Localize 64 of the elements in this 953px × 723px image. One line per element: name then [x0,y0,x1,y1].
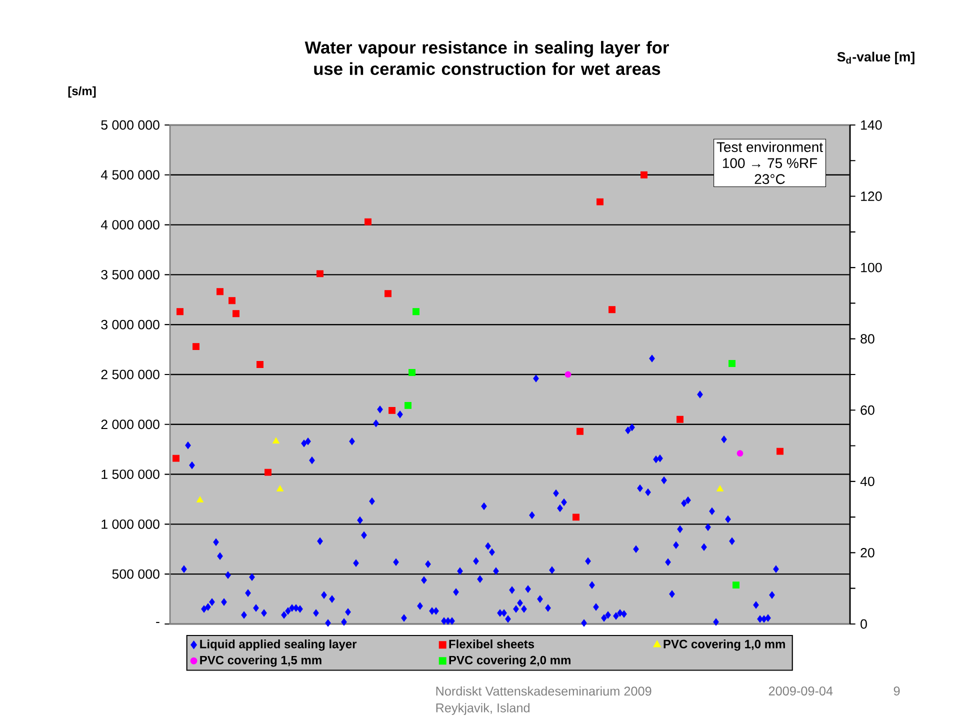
y-tick-label: 1 500 000 [102,470,160,480]
legend-label: PVC covering 2,0 mm [449,656,570,667]
y2-tick-label: 40 [860,476,874,486]
point [676,416,684,423]
point [228,297,236,304]
y2-tick-label: 80 [860,334,874,344]
point [256,361,264,368]
point [176,308,184,316]
point [388,406,396,414]
point [572,514,580,521]
y2-tick-label: 20 [860,548,874,558]
point [192,343,200,350]
point [408,369,416,376]
text: 9 [894,686,900,696]
point [608,306,616,314]
point [272,437,280,444]
y-axis-title: [s/m] [68,86,96,98]
text: 2009-09-04 [768,686,833,696]
point [716,485,724,492]
point [736,450,744,457]
y-tick-label: 500 000 [112,569,160,579]
y-tick-label: 4 500 000 [100,170,160,180]
point [196,496,204,502]
y-tick-label: 2 000 000 [101,420,160,430]
y2-tick-label: 120 [861,192,882,201]
point [232,310,240,318]
point [276,485,284,492]
y2-tick-label: 140 [861,120,882,130]
point [564,371,572,378]
annotation: 23°C [754,174,785,184]
point [412,308,420,316]
annotation: 100 → 75 %RF [722,158,818,168]
legend-label: PVC covering 1,5 mm [200,656,322,667]
y2-tick-label: 60 [860,405,874,415]
point [172,454,180,462]
point [640,171,648,178]
y2-tick-label: 0 [860,619,867,629]
point [728,360,736,367]
point [596,198,604,206]
text: Reykjavik, Island [436,703,530,715]
y-tick-label: 3 000 000 [101,320,160,330]
legend-label: Liquid applied sealing layer [200,639,357,651]
point [216,288,224,296]
y2-axis-title: S$_{d}$-value [m] [837,52,914,64]
y-tick-label: 3 500 000 [101,270,160,280]
legend-label: Flexibel sheets [449,639,534,648]
y-tick-label: 2 500 000 [101,370,160,380]
y-tick-label: 4 000 000 [100,220,160,230]
annotation: Test environment [716,142,823,152]
point [384,290,392,298]
point [264,468,272,476]
y2-tick-label: 100 [861,262,882,272]
point [776,448,784,455]
chart-title: Water vapour resistance in sealing layer for use in ceramic construction for wet areas [304,40,669,76]
point [404,402,412,409]
y-tick-label: 1 000 000 [102,519,160,529]
point [576,428,584,435]
legend-label: PVC covering 1,0 mm [664,639,785,651]
point [316,270,324,278]
y-tick-label: - [156,622,160,623]
point [364,218,372,226]
text: Nordiskt Vattenskadeseminarium 2009 [436,686,652,696]
y-tick-label: 5 000 000 [101,120,160,130]
point [732,582,740,589]
